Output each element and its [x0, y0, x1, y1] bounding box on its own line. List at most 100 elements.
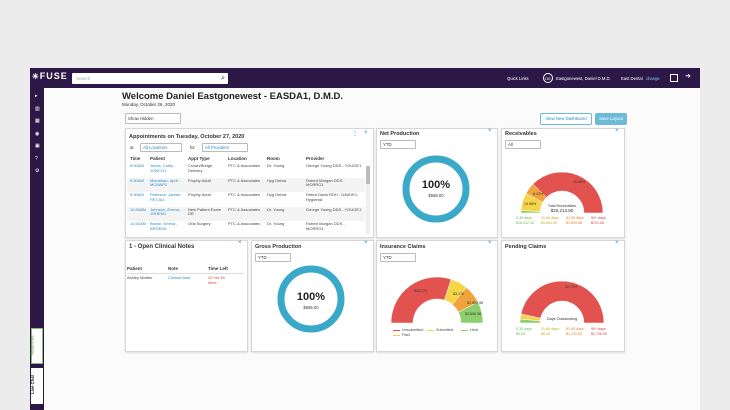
appointment-link[interactable]: 9:30AM [130, 192, 144, 197]
close-icon[interactable]: × [364, 130, 368, 136]
quick-links[interactable]: Quick Links [507, 76, 529, 81]
period-select[interactable]: YTD [255, 253, 291, 262]
appointment-link[interactable]: 9:30AM [130, 177, 144, 183]
logo-text: FUSE [39, 71, 68, 81]
icon-logout[interactable]: ➜ [685, 73, 691, 80]
pending-claims-title: Pending Claims [505, 244, 547, 250]
search-icon[interactable]: ⌕ [221, 75, 225, 82]
legend-swatch [461, 329, 468, 331]
appointment-cell: Oral Surgery [188, 221, 211, 226]
live-chat-tab[interactable]: Live Chat [30, 368, 43, 404]
at-label: at [130, 145, 134, 150]
gauge-amount: $565.00 [303, 305, 319, 310]
appointment-link[interactable]: Johnson, Emma - JOHEM1 [150, 206, 182, 217]
legend-text: 0-30 days [516, 216, 532, 220]
appointment-cell: PTC & Associates [228, 192, 261, 197]
appointment-cell: Dr. Young [267, 206, 285, 212]
legend-swatch [393, 329, 400, 331]
legend-text: Unsubmitted [402, 328, 424, 332]
column-header: Patient [127, 266, 143, 271]
close-icon[interactable]: × [615, 240, 619, 246]
close-icon[interactable]: × [364, 240, 368, 246]
donut-segment [532, 171, 604, 214]
receivables-title: Receivables [505, 131, 537, 137]
legend-swatch [427, 329, 434, 331]
legend-text: $16,012.34 [516, 220, 534, 225]
close-icon[interactable]: × [238, 240, 242, 246]
legend-text: $1,725.00 [591, 331, 607, 336]
close-icon[interactable]: × [488, 128, 492, 134]
legend-text: 31-60 days [541, 216, 559, 220]
legend-text: 61-90 days [566, 216, 584, 220]
appointment-link[interactable]: Brown, Emma - BROEM1 [150, 221, 178, 231]
change-link[interactable]: change [646, 76, 660, 81]
legend-text: 0-30 days [516, 327, 532, 331]
legend-text: $0.00 [516, 331, 525, 336]
filter-select[interactable]: All [505, 140, 541, 149]
appointment-cell: Robert Morgan DDS - MORRO1 [306, 221, 345, 231]
segment-label: 8.12% [533, 192, 544, 196]
logo: ✳FUSE [32, 71, 68, 81]
search-box[interactable]: Search ⌕ [72, 73, 228, 84]
center-label: Days Outstanding [546, 317, 578, 321]
column-header: Room [267, 156, 280, 161]
clinical-notes-title: 1 - Open Clinical Notes [129, 244, 195, 250]
insurance-claims-title: Insurance Claims [380, 244, 426, 250]
legend-text: Held [470, 328, 478, 332]
appointment-cell: New Patient Exam DR [188, 206, 221, 217]
appointment-link[interactable]: Jones, Colby - JONCO1 [150, 163, 176, 173]
clinical-notes-card [125, 240, 248, 352]
menu-icon[interactable]: ⋮ [352, 131, 358, 137]
appointment-link[interactable]: 9:00AM [130, 163, 144, 168]
appointment-cell: PTC & Associates [228, 206, 261, 212]
legend-text: $1,641.00 [541, 220, 557, 225]
appointment-link[interactable]: Peterson, James - PETJA1 [150, 192, 183, 202]
legend-text: Paid [402, 333, 410, 337]
show-hidden-select[interactable]: Show Hidden [125, 113, 181, 124]
resources-tab[interactable]: Resources [30, 328, 43, 364]
appointment-cell: Dr. Young [267, 221, 285, 226]
segment-label: $2,608.98 [465, 312, 481, 316]
gauge-percent: 100% [296, 291, 326, 303]
column-header: Provider [306, 156, 325, 161]
appointment-cell: Crown/Bridge Delivery [188, 163, 213, 173]
icon-expand[interactable] [670, 74, 678, 82]
sidebar-icons[interactable]: ▸ ▥ ▦ ◉ ▣? ⚙ [35, 93, 40, 174]
column-header: Appt Type [188, 156, 210, 161]
view-new-dashboard[interactable]: View New Dashboard [540, 113, 592, 125]
segment-label: $3,176 [453, 292, 464, 296]
segment-label: 92.73% [565, 285, 578, 289]
row-bg [127, 221, 365, 235]
period-select[interactable]: YTD [380, 140, 416, 149]
divider [127, 273, 244, 274]
appointment-cell: Prophy Adult [188, 177, 211, 183]
row-bg [127, 192, 365, 206]
location-select[interactable]: All Locations [140, 143, 182, 152]
close-icon[interactable]: × [615, 128, 619, 134]
scroll-thumb[interactable] [366, 166, 370, 184]
gross-production-title: Gross Production [255, 244, 302, 250]
row-bg [127, 206, 365, 221]
legend-swatch [393, 334, 400, 336]
legend-text: 90+ days [591, 327, 606, 331]
user-name[interactable]: Eastgonewest, Daniel D.M.D. [556, 76, 611, 81]
column-header: Note [168, 266, 178, 271]
provider-select[interactable]: All Providers [202, 143, 248, 152]
office: East Dental [621, 76, 643, 81]
note-cell: Ashley Mother [127, 275, 153, 280]
close-icon[interactable]: × [488, 240, 492, 246]
welcome-title: Welcome Daniel Eastgonewest - EASDA1, D.… [122, 91, 344, 102]
appointment-cell: George Young DDS - YOUGE1 [306, 163, 362, 168]
save-layout[interactable]: Save Layout [595, 113, 627, 125]
appointment-link[interactable]: Mcmahan, April - MCMAP1 [150, 177, 181, 188]
avatar[interactable]: DE [543, 73, 553, 83]
appointment-link[interactable]: 10:30AM [130, 221, 147, 226]
period-select[interactable]: YTD [380, 253, 416, 262]
appointment-cell: Hyg Debra [267, 192, 287, 197]
note-cell: 22 hrs 48 mins [208, 275, 225, 285]
note-cell[interactable]: Clinical Note [168, 275, 191, 280]
window [30, 68, 700, 410]
appointment-cell: Robert Morgan DDS - MORRO1 [306, 177, 345, 188]
scrollbar[interactable] [366, 166, 370, 234]
appointment-link[interactable]: 10:30AM [130, 206, 147, 212]
